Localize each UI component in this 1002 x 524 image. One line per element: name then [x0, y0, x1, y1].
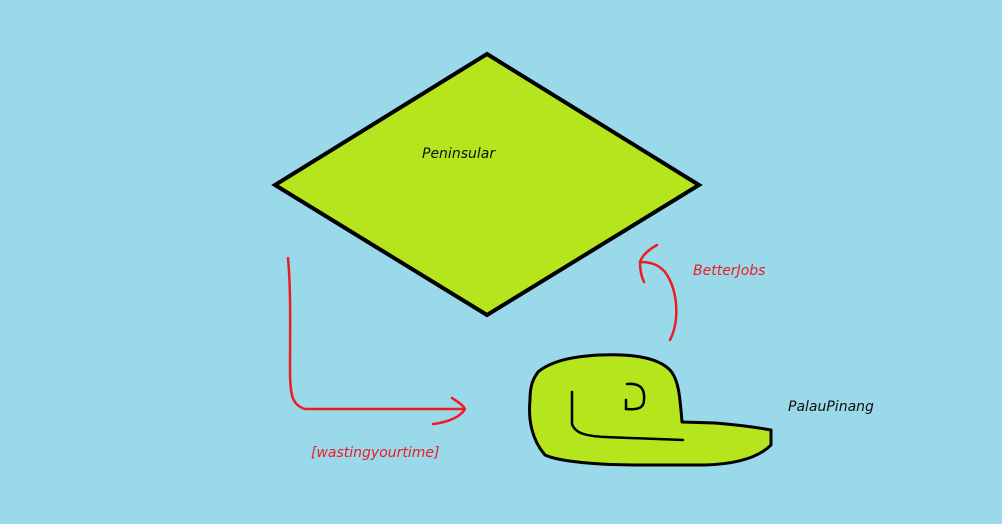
better-jobs-label: BetterJobs: [693, 263, 765, 279]
wasting-time-label: [wastingyourtime]: [311, 445, 440, 461]
better-jobs-arrow-icon: [638, 260, 678, 342]
peninsular-region: Peninsular: [271, 51, 703, 318]
better-jobs-arrowhead-icon: [638, 243, 659, 284]
pulau-pinang-spiral-inner: [624, 382, 646, 411]
pulau-pinang-label: PalauPinang: [788, 399, 874, 415]
pulau-pinang-region: PalauPinang: [528, 353, 874, 467]
wasting-time-arrow-icon: [286, 256, 465, 411]
pulau-pinang-shape: [528, 353, 773, 467]
better-jobs-flow: BetterJobs: [638, 243, 765, 342]
pulau-pinang-spiral: [570, 390, 685, 442]
wasting-time-arrowhead-icon: [431, 396, 467, 426]
wasting-time-flow: [wastingyourtime]: [286, 256, 467, 461]
peninsular-shape: [271, 51, 703, 318]
peninsular-label: Peninsular: [422, 146, 496, 162]
